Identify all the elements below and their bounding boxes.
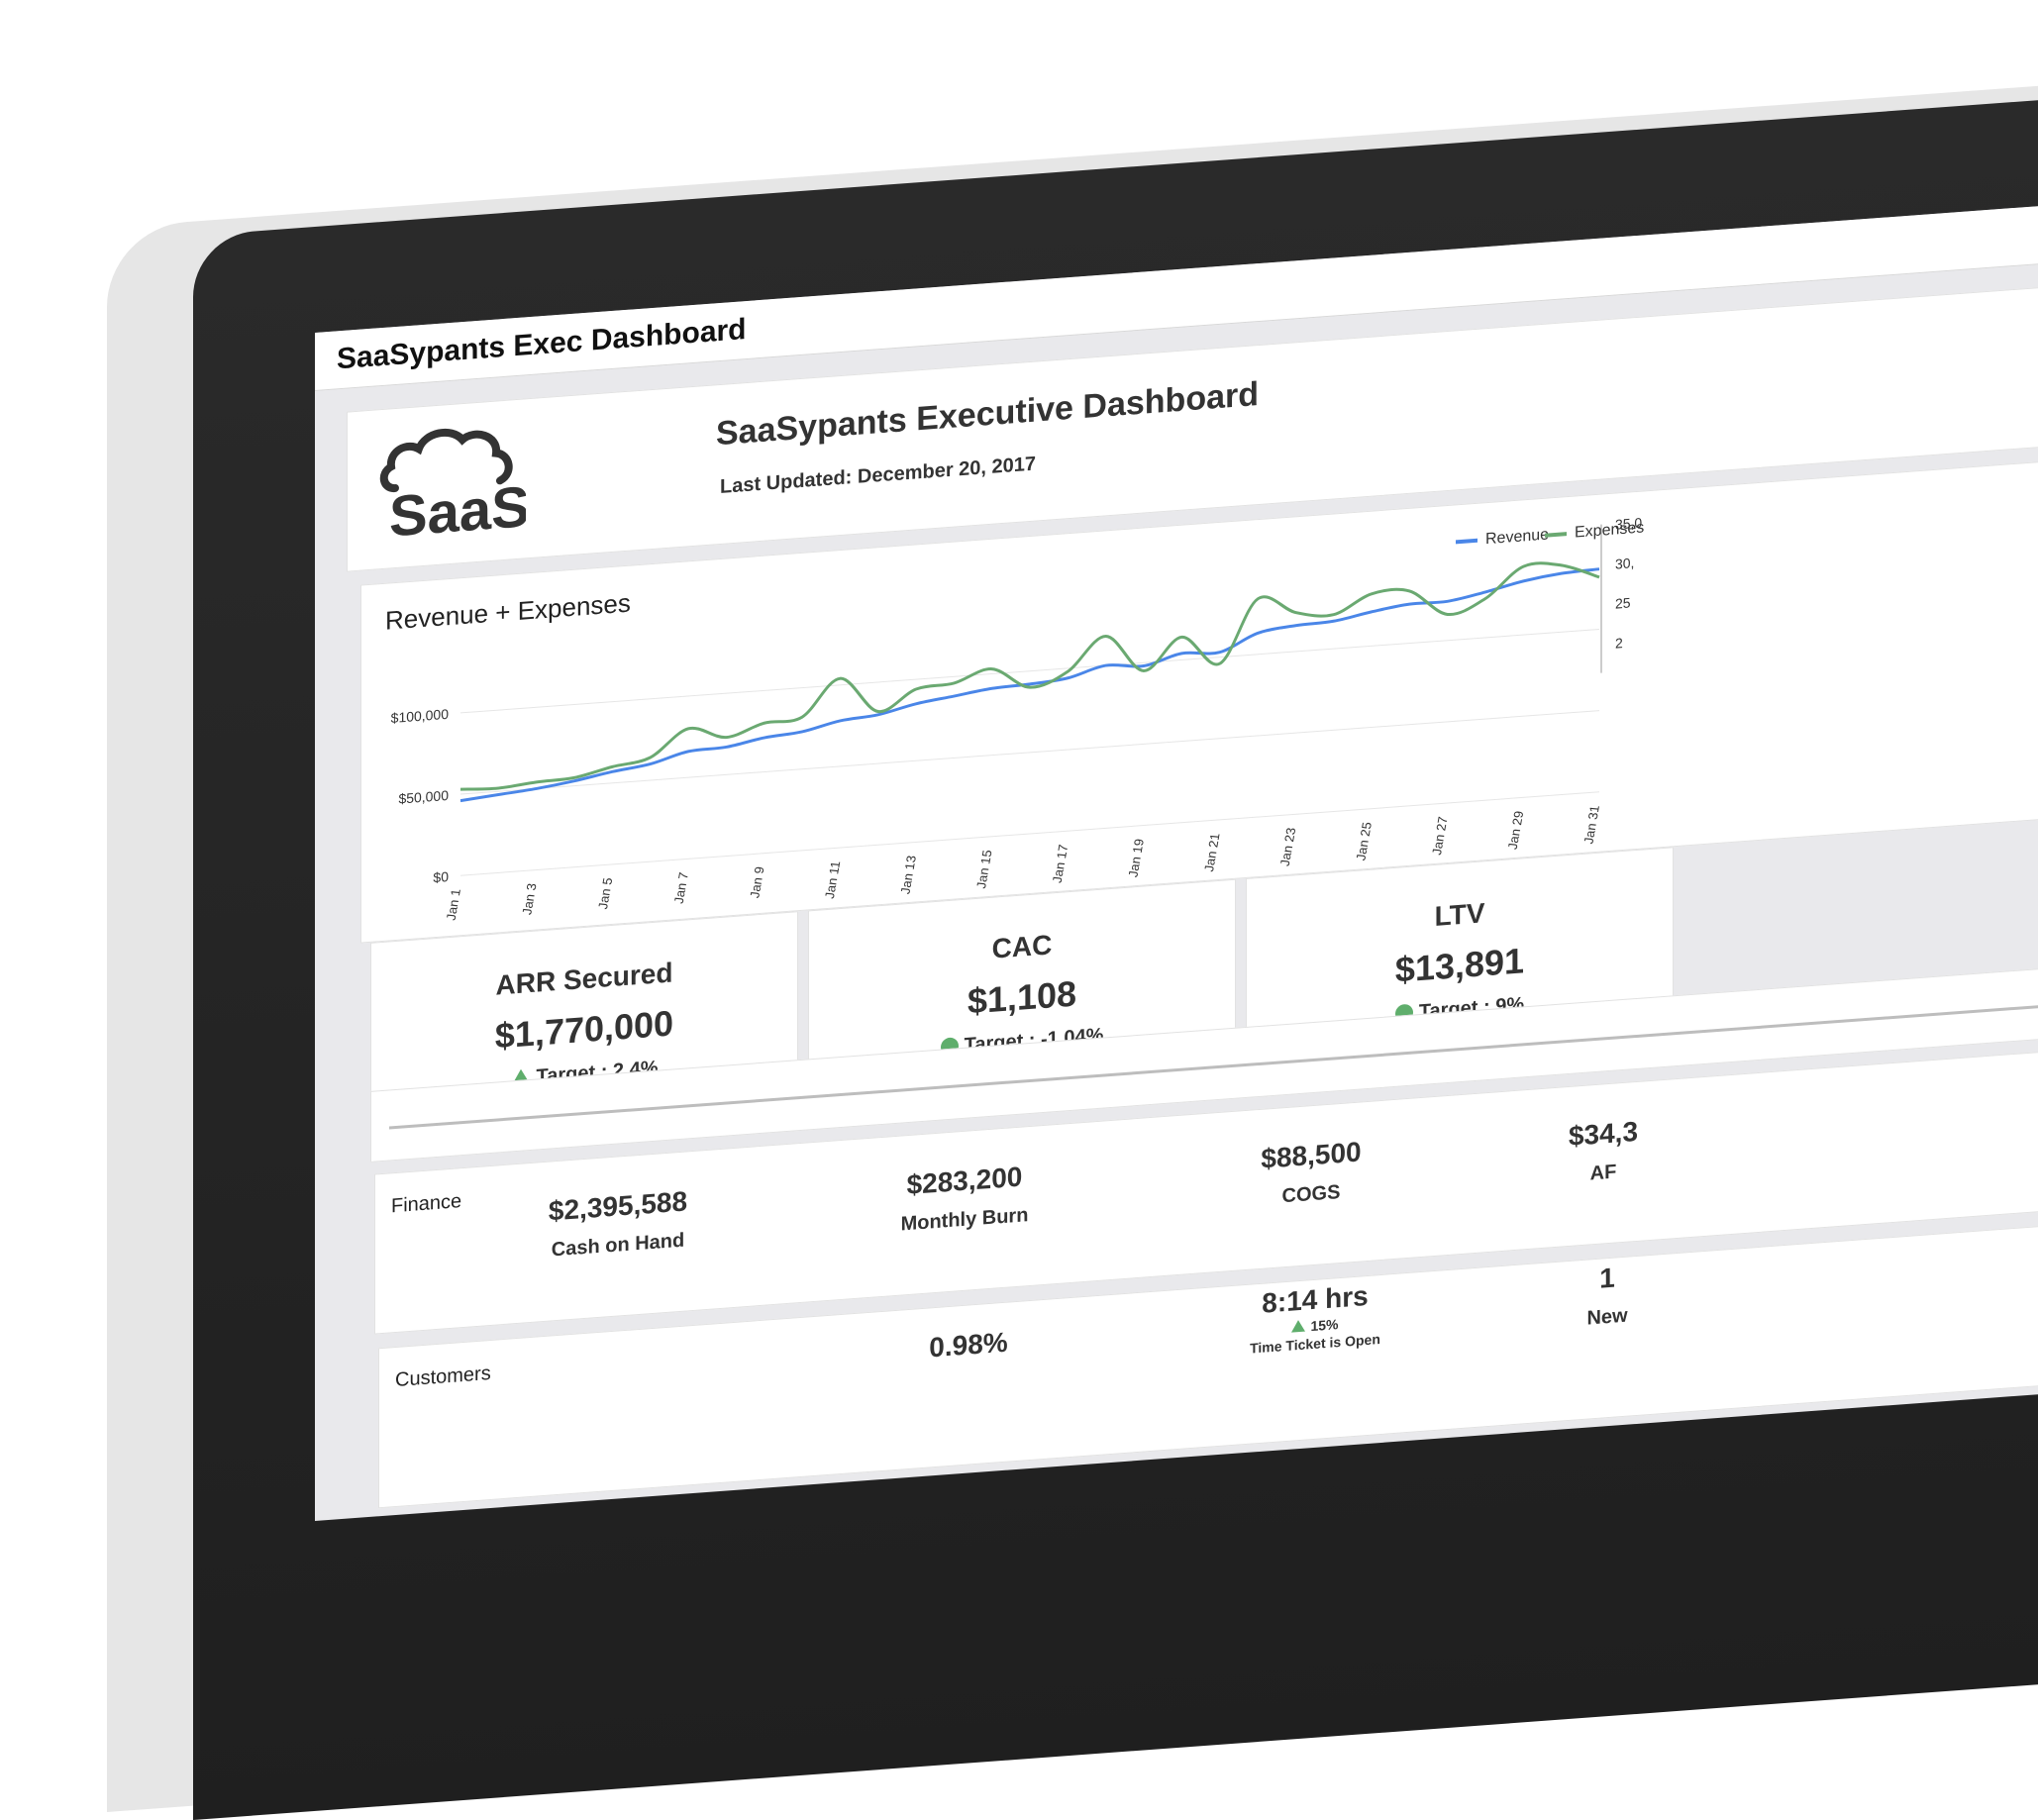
x-tick-label: Jan 21 — [1201, 833, 1223, 872]
metric-ticket-time: 8:14 hrs 15% Time Ticket is Open — [1211, 1276, 1419, 1359]
x-tick-label: Jan 17 — [1050, 844, 1071, 883]
metric-value: $283,200 — [906, 1161, 1023, 1201]
metric-label: Cash on Hand — [551, 1229, 685, 1262]
last-updated-text: Last Updated: December 20, 2017 — [720, 453, 1037, 498]
line-chart: $0 $50,000 $100,000 35,0 30, 25 2 Jan 1 Jan 3 Jan… — [391, 515, 1643, 922]
x-tick-label: Jan 13 — [897, 855, 919, 894]
x-tick-label: Jan 1 — [444, 888, 463, 921]
metric-churn: 0.98% — [865, 1322, 1072, 1368]
metric-monthly-burn: $283,200 Monthly Burn — [861, 1158, 1069, 1239]
page-title: SaaSypants Executive Dashboard — [716, 375, 1260, 454]
right-tick-label: 2 — [1615, 635, 1623, 652]
series-line-revenue — [459, 567, 1600, 803]
saas-cloud-logo-icon: SaaS — [377, 417, 530, 549]
section-label-customers: Customers — [395, 1362, 491, 1392]
x-tick-label: Jan 3 — [519, 882, 539, 915]
gridline — [460, 791, 1599, 876]
metric-value: $2,395,588 — [548, 1185, 688, 1227]
metric-label: COGS — [1281, 1180, 1341, 1208]
metric-new: 1 New — [1558, 1259, 1657, 1332]
y-tick-label: $100,000 — [391, 706, 450, 726]
logo-text: SaaS — [389, 474, 526, 547]
metric-cash-on-hand: $2,395,588 Cash on Hand — [514, 1183, 722, 1264]
x-tick-label: Jan 23 — [1277, 827, 1299, 866]
revenue-expenses-chart-panel: Revenue + Expenses Revenue Expenses $0 $5… — [360, 454, 2038, 944]
right-tick-label: 35,0 — [1615, 515, 1642, 533]
triangle-up-icon — [1291, 1319, 1306, 1333]
right-tick-label: 30, — [1615, 555, 1634, 571]
metric-label: Monthly Burn — [900, 1204, 1029, 1236]
x-tick-label: Jan 7 — [671, 871, 691, 904]
metric-value: 0.98% — [929, 1326, 1008, 1364]
right-tick-label: 25 — [1615, 594, 1631, 611]
x-tick-label: Jan 11 — [822, 860, 843, 899]
metric-sub-text: 15% — [1310, 1316, 1339, 1335]
x-tick-label: Jan 15 — [973, 850, 995, 889]
x-tick-label: Jan 29 — [1505, 810, 1527, 850]
metric-value: $88,500 — [1261, 1136, 1362, 1174]
x-tick-label: Jan 19 — [1125, 838, 1147, 877]
metric-value: $34,3 — [1568, 1115, 1639, 1153]
metric-af: $34,3 AF — [1554, 1115, 1653, 1188]
series-line-expenses — [459, 561, 1600, 791]
x-tick-label: Jan 27 — [1429, 816, 1451, 856]
metric-value: 1 — [1599, 1262, 1615, 1294]
x-tick-label: Jan 25 — [1353, 821, 1375, 860]
section-label-finance: Finance — [391, 1190, 462, 1218]
metric-label: AF — [1589, 1161, 1617, 1185]
y-tick-label: $50,000 — [398, 787, 449, 807]
x-tick-label: Jan 31 — [1580, 805, 1602, 845]
x-tick-label: Jan 9 — [747, 865, 766, 898]
metric-cogs: $88,500 COGS — [1207, 1132, 1415, 1213]
gridline — [460, 710, 1599, 795]
y-tick-label: $0 — [433, 868, 449, 885]
header-panel: SaaS SaaSypants Executive Dashboard Last… — [347, 280, 2038, 572]
metric-label: New — [1586, 1304, 1628, 1330]
gridline — [460, 628, 1599, 714]
x-tick-label: Jan 5 — [595, 877, 615, 910]
dashboard-screen: SaaSypants Exec Dashboard SaaS SaaSypant… — [315, 201, 2038, 1521]
